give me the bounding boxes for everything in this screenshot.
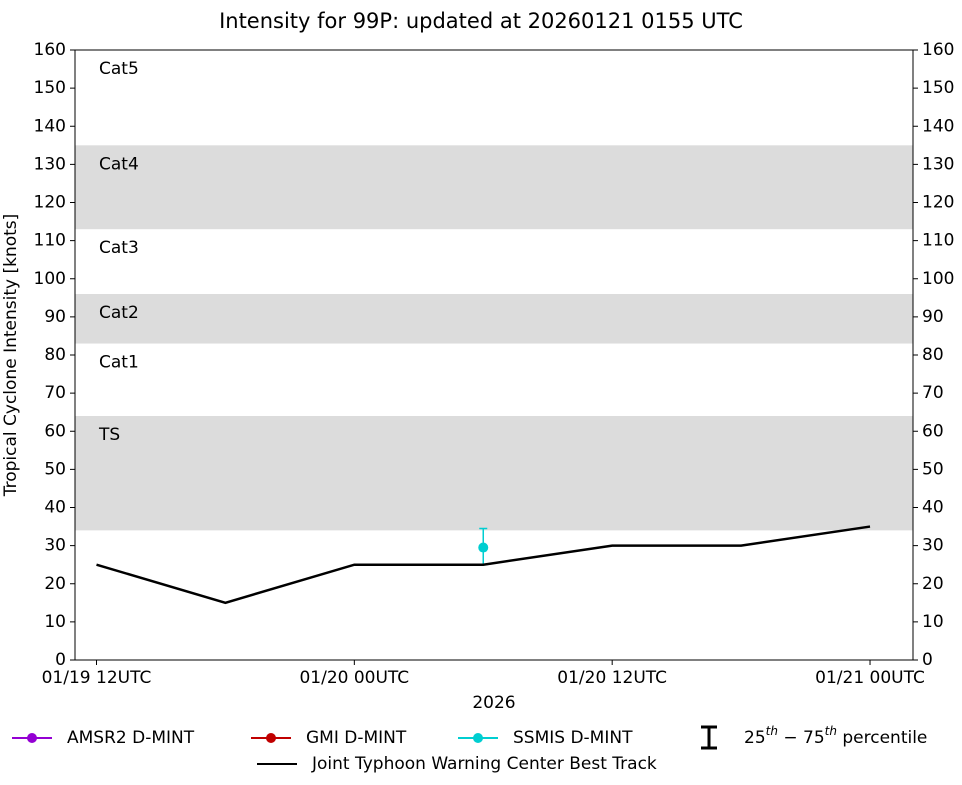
legend-label: AMSR2 D-MINT — [67, 728, 195, 748]
y2-tick-label: 90 — [922, 307, 944, 327]
y-tick-label: 60 — [44, 421, 66, 441]
y2-tick-label: 50 — [922, 459, 944, 479]
category-label: Cat1 — [99, 353, 139, 373]
category-band — [75, 145, 913, 230]
best-track-line — [96, 525, 871, 605]
y2-tick-label: 20 — [922, 574, 944, 594]
y2-tick-label: 40 — [922, 498, 944, 518]
y2-tick-label: 70 — [922, 383, 944, 403]
y2-tick-label: 130 — [922, 154, 954, 174]
y2-tick-label: 150 — [922, 78, 954, 98]
y-tick-label: 70 — [44, 383, 66, 403]
category-label: Cat4 — [99, 154, 139, 174]
y-tick-label: 30 — [44, 536, 66, 556]
legend-marker — [27, 733, 37, 743]
legend-marker — [473, 733, 483, 743]
y2-tick-label: 30 — [922, 536, 944, 556]
y-tick-label: 160 — [34, 40, 66, 60]
plot-area: TS Cat1 Cat2 Cat3 Cat4 Cat5 — [75, 59, 913, 605]
y2-tick-label: 110 — [922, 231, 954, 251]
y-tick-label: 100 — [34, 269, 66, 289]
y2-tick-label: 60 — [922, 421, 944, 441]
x-tick-label: 01/20 12UTC — [557, 668, 667, 688]
x-tick-label: 01/19 12UTC — [42, 668, 152, 688]
y2-tick-label: 0 — [922, 650, 933, 670]
y2-tick-label: 140 — [922, 116, 954, 136]
y-tick-label: 120 — [34, 193, 66, 213]
y-tick-label: 140 — [34, 116, 66, 136]
y2-tick-label: 120 — [922, 193, 954, 213]
y2-tick-label: 10 — [922, 612, 944, 632]
category-label: Cat5 — [99, 59, 139, 79]
y2-tick-label: 160 — [922, 40, 954, 60]
y-tick-label: 130 — [34, 154, 66, 174]
category-band — [75, 416, 913, 531]
y2-tick-label: 80 — [922, 345, 944, 365]
y-tick-label: 90 — [44, 307, 66, 327]
percentile-icon — [701, 725, 717, 750]
x-axis-label: 2026 — [472, 693, 515, 713]
y-tick-label: 40 — [44, 498, 66, 518]
category-label: Cat3 — [99, 238, 139, 258]
category-band — [75, 294, 913, 344]
y2-tick-label: 100 — [922, 269, 954, 289]
y-tick-label: 80 — [44, 345, 66, 365]
intensity-point — [478, 542, 489, 553]
x-tick-label: 01/20 00UTC — [299, 668, 409, 688]
y-tick-label: 50 — [44, 459, 66, 479]
x-tick-label: 01/21 00UTC — [815, 668, 925, 688]
category-label: TS — [98, 425, 120, 445]
legend-label: GMI D-MINT — [306, 728, 407, 748]
y-axis-label: Tropical Cyclone Intensity [knots] — [1, 214, 21, 498]
y-tick-label: 10 — [44, 612, 66, 632]
y-tick-label: 110 — [34, 231, 66, 251]
plot-frame — [74, 49, 914, 661]
y-tick-label: 0 — [55, 650, 66, 670]
chart-title: Intensity for 99P: updated at 20260121 0… — [219, 9, 743, 33]
category-label: Cat2 — [99, 303, 139, 323]
legend: 25th − 75th percentile — [701, 724, 927, 750]
legend-marker — [266, 733, 276, 743]
percentile-legend: 25th − 75th percentile — [744, 724, 927, 749]
y-tick-label: 20 — [44, 574, 66, 594]
legend-label: SSMIS D-MINT — [513, 728, 633, 748]
y-tick-label: 150 — [34, 78, 66, 98]
legend-label: Joint Typhoon Warning Center Best Track — [311, 754, 657, 774]
